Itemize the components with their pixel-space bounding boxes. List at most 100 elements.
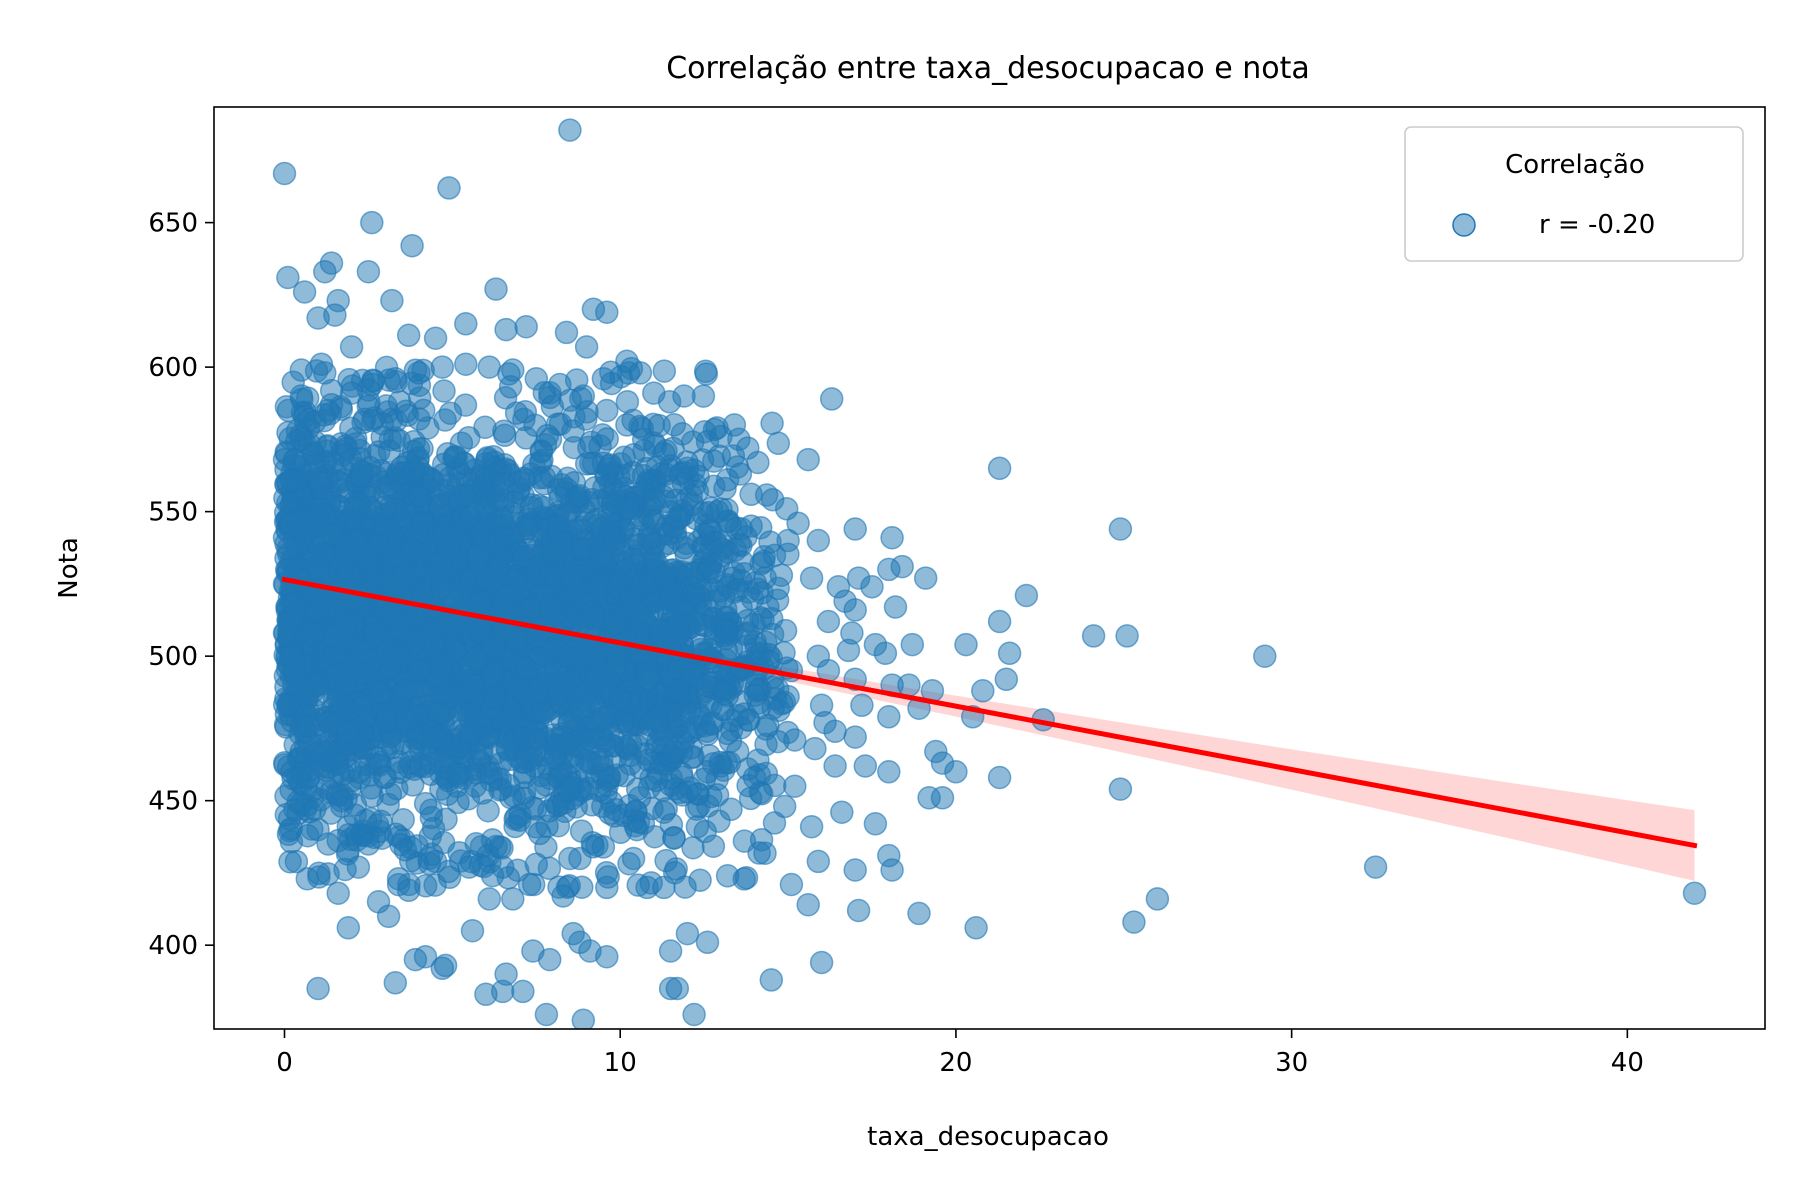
scatter-point [524,852,549,877]
scatter-point [1682,881,1707,905]
scatter-point [823,719,847,744]
scatter-point [313,259,337,284]
scatter-point [873,641,898,666]
x-tick-label: 10 [604,1048,637,1078]
scatter-point [289,673,314,697]
scatter-point [476,798,500,823]
scatter-point [370,826,394,850]
scatter-point [517,872,542,897]
scatter-point [306,306,330,330]
scatter-point [742,765,767,790]
scatter-point [806,528,831,553]
scatter-point [665,976,690,1001]
scatter-point [494,962,518,986]
scatter-point [666,678,691,703]
scatter-point [374,475,399,500]
scatter-point [429,550,453,574]
scatter-point [423,326,448,350]
scatter-point [305,597,329,622]
scatter-point [1253,644,1277,668]
scatter-point [423,849,448,874]
scatter-point [618,732,643,756]
y-axis-ticks: 400 450 500 550 600 650 [148,209,214,961]
scatter-point [1122,910,1146,934]
scatter-point [501,887,525,911]
scatter-point [513,399,538,424]
scatter-point [890,554,914,579]
x-axis-label: taxa_desocupacao [867,1122,1109,1152]
scatter-point [360,372,384,397]
scatter-point [305,514,329,538]
scatter-point [843,598,867,622]
scatter-point [900,632,925,657]
scatter-point [786,511,810,535]
scatter-point [971,679,995,703]
scatter-point [481,661,506,686]
scatter-point [456,425,481,450]
scatter-point [558,846,582,871]
scatter-point [582,645,607,669]
scatter-point [279,644,303,668]
scatter-point [670,422,695,446]
scatter-point [561,921,585,946]
scatter-point [626,601,650,625]
scatter-point [554,320,579,345]
legend-marker [1452,213,1476,237]
scatter-point [739,514,763,538]
scatter-point [702,449,726,473]
scatter-point [672,384,696,408]
scatter-point [400,233,424,258]
scatter-point [459,721,484,746]
scatter-point [796,892,820,917]
scatter-point [547,682,571,707]
scatter-point [652,359,677,383]
scatter-point [695,722,720,746]
scatter-point [746,679,770,703]
scatter-point [897,673,921,697]
scatter-point [595,944,619,969]
scatter-point [402,630,426,655]
scatter-point [769,563,794,587]
scatter-point [309,352,334,376]
scatter-point [722,413,747,437]
scatter-point [343,529,368,553]
scatter-point [395,450,420,475]
scatter-point [308,470,332,495]
scatter-point [913,566,938,590]
scatter-point [732,829,757,853]
scatter-point [799,814,824,839]
scatter-point [615,389,640,414]
scatter-point [1014,583,1039,608]
scatter-point [482,635,507,659]
scatter-point [339,447,363,472]
scatter-point [760,411,784,436]
x-tick-label: 20 [939,1048,972,1078]
scatter-point [846,898,871,923]
scatter-point [505,676,530,700]
scatter-point [719,797,743,822]
scatter-point [713,597,738,621]
scatter-point [494,584,518,608]
scatter-point [346,855,371,879]
scatter-point [508,808,532,832]
scatter-point [430,355,455,379]
scatter-point [386,866,411,891]
scatter-point [279,511,303,535]
scatter-point [675,921,700,946]
scatter-point [616,496,641,521]
scatter-point [403,947,428,972]
scatter-point [628,361,653,385]
scatter-point [930,786,955,810]
scatter-point [738,786,763,811]
scatter-point [429,777,453,801]
scatter-point [301,621,325,646]
scatter-point [447,762,471,786]
scatter-point [486,555,511,579]
scatter-point [853,754,878,778]
scatter-point [665,613,689,638]
scatter-point [393,838,418,862]
scatter-point [987,609,1012,634]
scatter-point [437,176,461,200]
scatter-point [494,317,518,342]
scatter-point [507,470,532,494]
